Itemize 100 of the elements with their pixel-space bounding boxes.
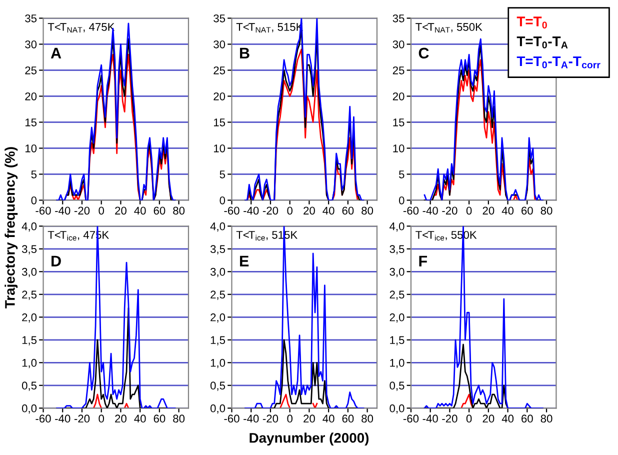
y-tick-label: 20 [25, 92, 37, 100]
y-tick-label: 2,0 [390, 313, 404, 323]
x-tick-label: -60 [36, 414, 51, 423]
x-tick-label: 80 [540, 414, 552, 423]
x-axis-title: Daynumber (2000) [250, 432, 369, 446]
y-tick-label: 20 [392, 92, 404, 100]
y-tick-label: 2,5 [22, 290, 37, 300]
y-tick-label: 4,0 [390, 222, 404, 232]
x-tick-label: -40 [422, 414, 438, 423]
x-tick-label: 0 [287, 206, 292, 215]
x-tick-label: -20 [442, 414, 458, 423]
x-tick-label: 0 [287, 414, 292, 423]
y-tick-label: 25 [25, 66, 37, 74]
y-tick-label: 0,0 [22, 404, 37, 414]
y-tick-label: 2,0 [210, 313, 226, 323]
annotation: T<T$_{NAT}$, 475K [48, 23, 115, 33]
text: T=T$_{0}$ [516, 16, 547, 29]
y-tick-label: 0,5 [210, 382, 226, 391]
y-tick-label: 3,0 [210, 268, 226, 278]
y-tick-label: 3,5 [390, 245, 404, 254]
y-tick-label: 0,0 [390, 404, 404, 414]
x-tick-label: 80 [173, 206, 185, 215]
y-tick-label: 5 [220, 170, 226, 178]
x-tick-label: -40 [422, 206, 438, 215]
y-tick-label: 15 [393, 118, 404, 126]
y-tick-label: 0 [398, 196, 404, 204]
y-tick-label: 15 [214, 118, 226, 126]
line-series [460, 394, 474, 408]
x-tick-label: -40 [244, 206, 259, 215]
x-tick-label: 20 [304, 414, 315, 423]
x-tick-label: 0 [466, 414, 472, 423]
y-tick-label: 0 [220, 196, 226, 204]
x-tick-label: -40 [55, 206, 70, 215]
y-tick-label: 3,5 [22, 245, 37, 254]
x-tick-label: 40 [502, 414, 514, 423]
y-tick-label: 5 [398, 170, 404, 178]
text: T=T$_{0}$-T$_{A}$ [516, 36, 568, 48]
y-tick-label: 30 [25, 40, 37, 48]
y-tick-label: 4,0 [22, 222, 37, 232]
y-tick-label: 30 [392, 40, 404, 48]
y-tick-label: 2,0 [22, 313, 37, 323]
y-tick-label: 5 [31, 170, 37, 178]
x-tick-label: -60 [403, 206, 419, 215]
y-tick-label: 0,5 [390, 382, 404, 391]
y-tick-label: 4,0 [210, 222, 226, 232]
x-tick-label: 40 [322, 414, 334, 423]
x-tick-label: -20 [74, 414, 90, 423]
x-tick-label: 80 [540, 206, 552, 215]
x-tick-label: -20 [74, 206, 90, 215]
x-tick-label: -40 [55, 414, 70, 423]
x-tick-label: -20 [442, 206, 458, 215]
y-tick-label: 3,0 [390, 268, 404, 278]
x-tick-label: 20 [115, 414, 126, 423]
annotation: D [52, 256, 61, 266]
x-tick-label: -40 [244, 414, 259, 423]
x-tick-label: 40 [322, 206, 334, 215]
x-tick-label: 20 [482, 206, 494, 215]
y-tick-label: 2,5 [210, 290, 226, 300]
x-tick-label: 60 [342, 206, 354, 215]
y-tick-label: 0 [31, 196, 37, 204]
x-tick-label: 0 [98, 206, 104, 215]
annotation: E [240, 256, 249, 266]
x-tick-label: 60 [522, 206, 533, 215]
annotation: B [240, 48, 250, 58]
y-tick-label: 3,0 [22, 268, 37, 278]
annotation: A [50, 48, 62, 58]
x-tick-label: 40 [502, 206, 514, 215]
text: T=T$_{0}$-T$_{A}$-T$_{corr}$ [516, 56, 600, 68]
y-tick-label: 1,5 [390, 336, 404, 346]
x-tick-label: -20 [262, 206, 278, 215]
annotation: F [419, 256, 428, 266]
x-tick-label: 0 [98, 414, 104, 423]
y-tick-label: 10 [214, 144, 226, 152]
x-tick-label: 20 [304, 206, 315, 215]
y-tick-label: 1,0 [22, 358, 37, 368]
y-tick-label: 35 [214, 14, 226, 22]
x-tick-label: 80 [173, 414, 185, 423]
y-tick-label: 30 [214, 40, 226, 48]
y-tick-label: 35 [25, 14, 37, 22]
y-tick-label: 10 [26, 144, 37, 152]
x-tick-label: 20 [115, 206, 126, 215]
x-tick-label: -60 [224, 206, 240, 215]
y-tick-label: 10 [393, 144, 404, 152]
y-tick-label: 1,5 [210, 336, 226, 346]
x-tick-label: 60 [154, 206, 166, 215]
y-tick-label: 0,0 [210, 404, 226, 414]
x-tick-label: 60 [522, 414, 533, 423]
y-tick-label: 1,5 [22, 336, 37, 346]
y-tick-label: 0,5 [22, 382, 37, 391]
x-tick-label: -60 [403, 414, 419, 423]
y-tick-label: 2,5 [390, 290, 404, 300]
y-tick-label: 20 [214, 92, 226, 100]
x-tick-label: 60 [342, 414, 354, 423]
x-tick-label: 60 [154, 414, 166, 423]
x-tick-label: -60 [36, 206, 51, 215]
x-tick-label: 80 [362, 414, 374, 423]
x-tick-label: 20 [482, 414, 494, 423]
x-tick-label: 0 [466, 206, 472, 215]
y-tick-label: 25 [392, 66, 404, 74]
y-tick-label: 1,0 [210, 358, 226, 368]
